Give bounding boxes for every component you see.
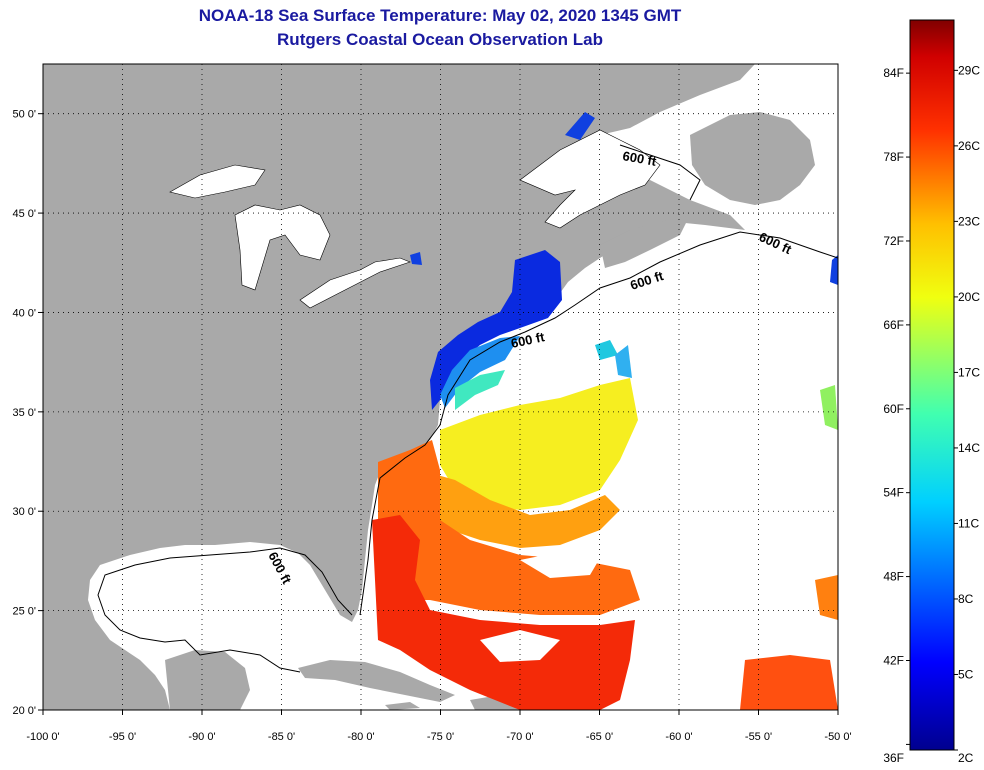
sst-slope-patch bbox=[615, 345, 632, 378]
sst-shelf-cool bbox=[440, 336, 520, 408]
colorbar-f-label: 72F bbox=[883, 234, 904, 248]
lat-tick-label: 50 0' bbox=[12, 109, 36, 121]
contour-label: 600 ft bbox=[621, 148, 658, 169]
land-yucatan bbox=[165, 650, 250, 710]
sst-lake-patch bbox=[410, 252, 422, 265]
colorbar-f-label: 60F bbox=[883, 402, 904, 416]
lon-tick-label: -60 0' bbox=[665, 731, 692, 743]
lat-tick-label: 40 0' bbox=[12, 307, 36, 319]
colorbar-c-label: 26C bbox=[958, 139, 980, 153]
sst-warm-yellow bbox=[440, 378, 638, 510]
lat-tick-label: 45 0' bbox=[12, 208, 36, 220]
lake-superior bbox=[169, 164, 266, 199]
colorbar-f-label: 84F bbox=[883, 66, 904, 80]
colorbar-celsius-labels: 29C 26C 23C 20C 17C 14C 11C 8C 5C 2C bbox=[954, 63, 980, 765]
sst-east-patch bbox=[740, 655, 838, 710]
colorbar-f-label: 54F bbox=[883, 486, 904, 500]
lat-tick-label: 25 0' bbox=[12, 606, 36, 618]
lon-tick-label: -50 0' bbox=[824, 731, 851, 743]
sst-east-patch bbox=[820, 385, 838, 430]
colorbar-c-label: 23C bbox=[958, 214, 980, 228]
sst-labrador-patch bbox=[565, 112, 595, 140]
colorbar-c-label: 14C bbox=[958, 441, 980, 455]
longitude-axis: -100 0' -95 0' -90 0' -85 0' -80 0' -75 0' -70… bbox=[26, 710, 852, 743]
lon-tick-label: -95 0' bbox=[109, 731, 136, 743]
lon-tick-label: -70 0' bbox=[506, 731, 533, 743]
lake-michigan-huron bbox=[234, 204, 331, 291]
lon-tick-label: -90 0' bbox=[188, 731, 215, 743]
colorbar-c-label: 17C bbox=[958, 365, 980, 379]
colorbar-c-label: 20C bbox=[958, 290, 980, 304]
sst-warm-orange bbox=[420, 470, 620, 548]
lon-tick-label: -85 0' bbox=[268, 731, 295, 743]
sst-slope-patch bbox=[595, 340, 618, 360]
colorbar-f-label: 66F bbox=[883, 318, 904, 332]
contour-label: 600 ft bbox=[510, 329, 547, 351]
lon-tick-label: -100 0' bbox=[26, 731, 59, 743]
colorbar-c-label: 29C bbox=[958, 63, 980, 77]
gulf-st-lawrence bbox=[519, 129, 661, 229]
latitude-axis: 50 0' 45 0' 40 0' 35 0' 30 0' 25 0' 20 0' bbox=[12, 109, 43, 717]
colorbar bbox=[909, 19, 955, 751]
land-north-america bbox=[43, 64, 755, 710]
colorbar-f-label: 42F bbox=[883, 653, 904, 667]
colorbar-c-label: 8C bbox=[958, 592, 974, 606]
land-jamaica bbox=[385, 702, 420, 710]
sst-shelf-cold bbox=[430, 250, 562, 410]
land-cuba bbox=[298, 660, 455, 702]
sst-east-patch bbox=[830, 255, 838, 285]
map-title: NOAA-18 Sea Surface Temperature: May 02,… bbox=[198, 6, 682, 25]
lat-tick-label: 20 0' bbox=[12, 705, 36, 717]
lake-erie-ontario bbox=[299, 257, 411, 309]
sst-hot-red bbox=[372, 515, 635, 710]
lat-tick-label: 30 0' bbox=[12, 506, 36, 518]
land-newfoundland bbox=[690, 112, 815, 205]
isobath-600ft-gulf bbox=[97, 547, 353, 673]
isobath-600ft-atlantic bbox=[359, 231, 838, 616]
land-nova-scotia bbox=[600, 215, 690, 268]
colorbar-f-label: 36F bbox=[883, 751, 904, 765]
lat-tick-label: 35 0' bbox=[12, 407, 36, 419]
lon-tick-label: -80 0' bbox=[347, 731, 374, 743]
map-subtitle: Rutgers Coastal Ocean Observation Lab bbox=[277, 30, 603, 49]
colorbar-c-label: 5C bbox=[958, 667, 974, 681]
cloud-patch bbox=[520, 552, 600, 578]
colorbar-fahrenheit-labels: 84F 78F 72F 66F 60F 54F 48F 42F 36F bbox=[883, 66, 910, 765]
colorbar-c-label: 2C bbox=[958, 751, 974, 765]
lon-tick-label: -75 0' bbox=[427, 731, 454, 743]
colorbar-f-label: 78F bbox=[883, 150, 904, 164]
colorbar-c-label: 11C bbox=[958, 516, 979, 530]
cloud-patch bbox=[480, 630, 560, 662]
lon-tick-label: -65 0' bbox=[586, 731, 613, 743]
sst-slope-warm bbox=[455, 370, 505, 410]
sst-east-patch bbox=[815, 575, 838, 620]
colorbar-f-label: 48F bbox=[883, 570, 904, 584]
isobath-600ft-stlawrence bbox=[619, 144, 701, 201]
lon-tick-label: -55 0' bbox=[745, 731, 772, 743]
